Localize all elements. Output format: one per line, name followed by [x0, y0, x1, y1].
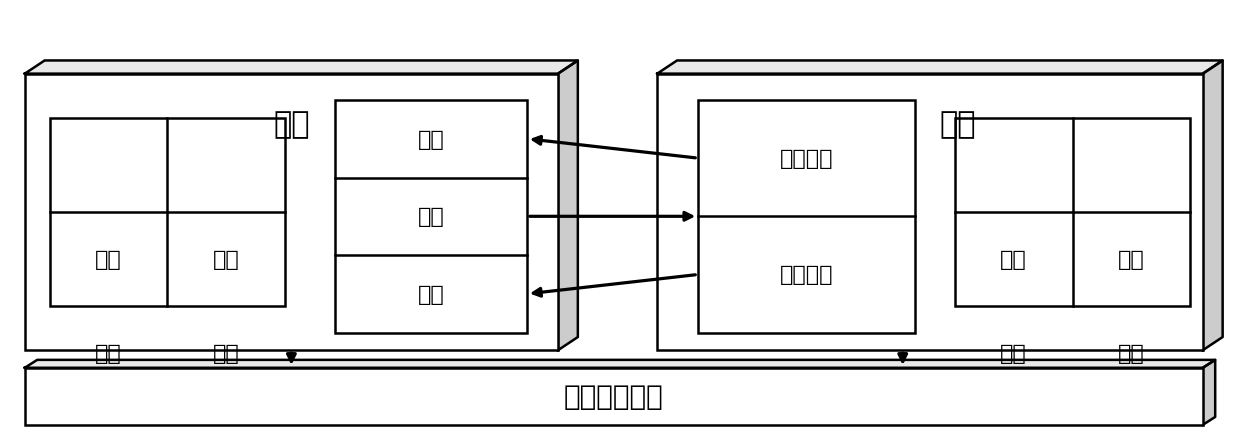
Text: 车道: 车道 — [1118, 344, 1145, 364]
Bar — [25, 368, 1203, 425]
Text: 车道: 车道 — [95, 250, 122, 269]
Text: 路段: 路段 — [418, 130, 444, 149]
Text: 节点: 节点 — [273, 110, 310, 138]
Polygon shape — [1203, 61, 1223, 350]
Text: 开始节点: 开始节点 — [780, 265, 833, 285]
Text: 车道: 车道 — [213, 250, 239, 269]
Polygon shape — [25, 61, 578, 74]
Text: 路段: 路段 — [418, 207, 444, 227]
Text: 车道: 车道 — [1001, 250, 1027, 269]
Text: 结束节点: 结束节点 — [780, 149, 833, 169]
Polygon shape — [558, 61, 578, 350]
Bar — [698, 101, 915, 333]
Text: 路段: 路段 — [939, 110, 976, 138]
Text: 车道: 车道 — [213, 344, 239, 364]
Polygon shape — [657, 61, 1223, 74]
Bar — [657, 74, 1203, 350]
Bar — [335, 101, 527, 333]
Text: 车道: 车道 — [1118, 250, 1145, 269]
Text: 路段: 路段 — [418, 284, 444, 304]
Bar — [25, 74, 558, 350]
Polygon shape — [25, 360, 1215, 368]
Bar — [50, 118, 285, 307]
Text: 车道: 车道 — [1001, 344, 1027, 364]
Text: 前端交互部分: 前端交互部分 — [564, 382, 663, 410]
Text: 车道: 车道 — [95, 344, 122, 364]
Bar — [955, 118, 1190, 307]
Polygon shape — [1203, 360, 1215, 425]
